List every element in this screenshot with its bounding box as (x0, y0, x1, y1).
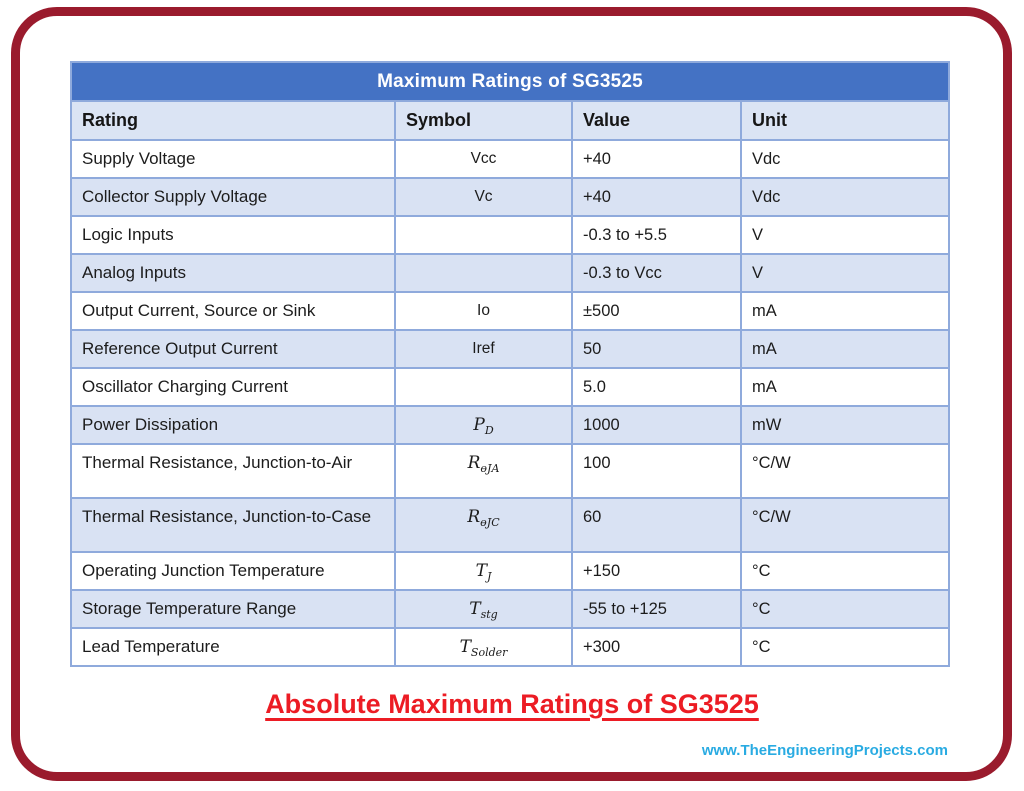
symbol-cell (396, 255, 573, 291)
rating-cell: Thermal Resistance, Junction-to-Case (72, 499, 396, 551)
symbol-subscript: Solder (470, 646, 508, 660)
rating-cell: Supply Voltage (72, 141, 396, 177)
symbol-text: R (467, 453, 481, 473)
symbol-cell: Io (396, 293, 573, 329)
symbol-cell: TJ (396, 553, 573, 589)
rating-cell: Logic Inputs (72, 217, 396, 253)
symbol-cell: TSolder (396, 629, 573, 665)
table-row: Storage Temperature Range Tstg -55 to +1… (72, 589, 948, 627)
symbol-cell: RɵJC (396, 499, 573, 551)
value-cell: +150 (573, 553, 742, 589)
unit-cell: °C (752, 638, 771, 656)
symbol-text: R (467, 507, 481, 527)
value-cell: +40 (573, 141, 742, 177)
rating-cell: Storage Temperature Range (72, 591, 396, 627)
rating-cell: Collector Supply Voltage (72, 179, 396, 215)
table-title: Maximum Ratings of SG3525 (72, 63, 948, 100)
table-row: Output Current, Source or Sink Io ±500 m… (72, 291, 948, 329)
symbol-cell: Tstg (396, 591, 573, 627)
table-header-row: Rating Symbol Value Unit (72, 100, 948, 139)
symbol-text: Vc (474, 188, 493, 205)
unit-cell: Vdc (752, 150, 781, 168)
unit-cell: mA (752, 340, 777, 358)
symbol-subscript: ɵJC (480, 516, 500, 530)
unit-cell: V (752, 226, 764, 244)
table-row: Power Dissipation PD 1000 mW (72, 405, 948, 443)
column-header-value: Value (573, 102, 742, 139)
table-row: Logic Inputs -0.3 to +5.5 V (72, 215, 948, 253)
value-cell: -0.3 to +5.5 (573, 217, 742, 253)
value-cell: 5.0 (573, 369, 742, 405)
value-cell: -0.3 to Vcc (573, 255, 742, 291)
table-row: Reference Output Current Iref 50 mA (72, 329, 948, 367)
unit-cell: V (752, 264, 764, 282)
symbol-text: Vcc (470, 150, 497, 167)
maximum-ratings-table: Maximum Ratings of SG3525 Rating Symbol … (70, 61, 950, 667)
symbol-text: Io (477, 302, 490, 319)
website-link[interactable]: www.TheEngineeringProjects.com (701, 742, 948, 759)
rating-cell: Thermal Resistance, Junction-to-Air (72, 445, 396, 497)
table-row: Thermal Resistance, Junction-to-Case RɵJ… (72, 497, 948, 551)
symbol-cell: RɵJA (396, 445, 573, 497)
rating-cell: Reference Output Current (72, 331, 396, 367)
symbol-cell: Vc (396, 179, 573, 215)
unit-cell: mA (752, 378, 777, 396)
table-row: Collector Supply Voltage Vc +40 Vdc (72, 177, 948, 215)
unit-cell: °C (752, 600, 771, 618)
table-body: Supply Voltage Vcc +40 Vdc Collector Sup… (72, 139, 948, 665)
unit-cell: °C (752, 562, 771, 580)
table-row: Supply Voltage Vcc +40 Vdc (72, 139, 948, 177)
unit-cell: mW (752, 416, 782, 434)
rating-cell: Output Current, Source or Sink (72, 293, 396, 329)
column-header-rating: Rating (72, 102, 396, 139)
symbol-cell: Vcc (396, 141, 573, 177)
value-cell: -55 to +125 (573, 591, 742, 627)
decorative-rounded-border (11, 7, 1012, 781)
symbol-text: T (459, 637, 471, 657)
symbol-text: T (475, 561, 487, 581)
symbol-cell (396, 217, 573, 253)
value-cell: 1000 (573, 407, 742, 443)
caption-title: Absolute Maximum Ratings of SG3525 (265, 689, 759, 719)
unit-cell: °C/W (752, 454, 791, 472)
unit-cell: Vdc (752, 188, 781, 206)
table-row: Lead Temperature TSolder +300 °C (72, 627, 948, 665)
symbol-cell: PD (396, 407, 573, 443)
table-row: Operating Junction Temperature TJ +150 °… (72, 551, 948, 589)
unit-cell: °C/W (752, 508, 791, 526)
symbol-text: Iref (472, 340, 495, 357)
value-cell: 100 (573, 445, 742, 497)
symbol-cell (396, 369, 573, 405)
value-cell: ±500 (573, 293, 742, 329)
symbol-text: P (473, 415, 485, 435)
symbol-subscript: stg (480, 608, 498, 622)
column-header-unit: Unit (752, 110, 787, 130)
symbol-cell: Iref (396, 331, 573, 367)
rating-cell: Oscillator Charging Current (72, 369, 396, 405)
value-cell: +300 (573, 629, 742, 665)
symbol-subscript: J (486, 570, 492, 584)
column-header-symbol: Symbol (396, 102, 573, 139)
symbol-subscript: ɵJA (480, 462, 500, 476)
rating-cell: Analog Inputs (72, 255, 396, 291)
rating-cell: Operating Junction Temperature (72, 553, 396, 589)
value-cell: +40 (573, 179, 742, 215)
table-row: Thermal Resistance, Junction-to-Air RɵJA… (72, 443, 948, 497)
unit-cell: mA (752, 302, 777, 320)
value-cell: 60 (573, 499, 742, 551)
value-cell: 50 (573, 331, 742, 367)
rating-cell: Power Dissipation (72, 407, 396, 443)
rating-cell: Lead Temperature (72, 629, 396, 665)
table-row: Oscillator Charging Current 5.0 mA (72, 367, 948, 405)
symbol-text: T (469, 599, 481, 619)
symbol-subscript: D (484, 424, 494, 438)
table-row: Analog Inputs -0.3 to Vcc V (72, 253, 948, 291)
